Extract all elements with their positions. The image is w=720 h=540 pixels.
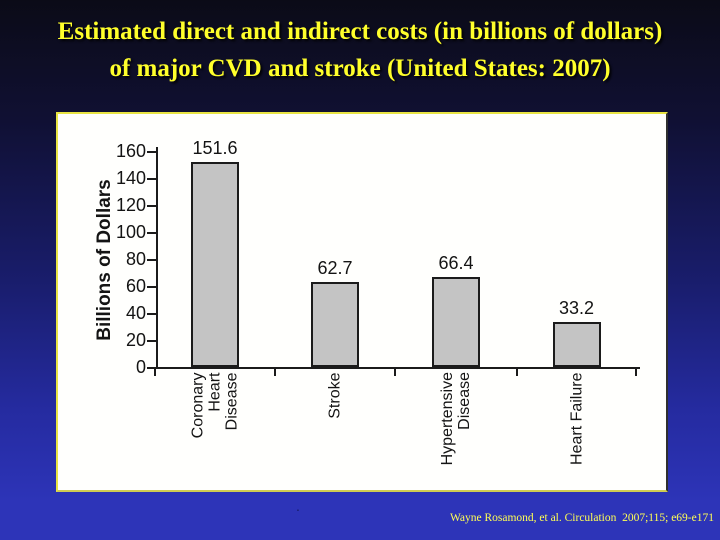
y-tick (147, 205, 156, 207)
y-tick (147, 151, 156, 153)
y-tick-label: 0 (135, 357, 146, 377)
chart-panel: Billions of Dollars 0 20 40 60 80 100 120 140 16… (56, 112, 668, 492)
x-tick (394, 369, 396, 376)
x-tick (635, 369, 637, 376)
x-category-label-line: Coronary (189, 372, 207, 438)
x-category-label: Stroke (327, 372, 344, 482)
x-category-label-line: Heart Failure (568, 372, 585, 465)
bar (191, 162, 239, 367)
slide-title-line2: of major CVD and stroke (United States: … (109, 55, 611, 82)
x-category-label-line: Disease (223, 372, 241, 430)
slide-title-line1: Estimated direct and indirect costs (in … (57, 18, 663, 45)
x-tick (274, 369, 276, 376)
y-tick-label: 140 (115, 168, 146, 188)
x-tick (154, 369, 156, 376)
bar-value-label: 62.7 (317, 258, 353, 279)
citation: Wayne Rosamond, et al. Circulation 2007;… (449, 512, 714, 524)
y-tick-label: 120 (115, 195, 146, 215)
bar (552, 322, 601, 367)
bar-value-label: 151.6 (192, 138, 238, 159)
y-tick (147, 259, 156, 261)
x-category-label-line: Disease (456, 372, 473, 430)
y-tick-label: 60 (125, 276, 146, 296)
y-tick (147, 313, 156, 315)
x-category-label: Heart Failure (568, 372, 585, 482)
x-category-label-line: Stroke (326, 372, 344, 419)
bar (432, 277, 480, 367)
x-category-label: Coronary Heart Disease (190, 372, 241, 482)
stray-mark: . (296, 498, 300, 514)
y-tick (147, 286, 156, 288)
plot-area: Billions of Dollars 0 20 40 60 80 100 120 140 16… (58, 114, 666, 490)
y-tick-label: 100 (115, 222, 146, 242)
x-axis-line (156, 367, 640, 369)
y-tick-label: 160 (115, 141, 146, 161)
y-axis-line (156, 147, 158, 369)
y-tick-label: 80 (125, 249, 146, 269)
y-tick (147, 178, 156, 180)
slide-title: Estimated direct and indirect costs (in … (0, 13, 720, 87)
x-category-label-line: Heart (206, 372, 224, 412)
x-category-label-line: Hypertensive (439, 372, 456, 466)
bar-value-label: 33.2 (558, 298, 595, 319)
bar (311, 282, 359, 367)
y-tick (147, 232, 156, 234)
x-tick (516, 369, 518, 376)
y-tick (147, 367, 156, 369)
y-tick-label: 20 (125, 330, 146, 350)
x-category-label: Hypertensive Disease (439, 372, 473, 482)
y-tick (147, 340, 156, 342)
bar-value-label: 66.4 (438, 253, 474, 274)
y-tick-label: 40 (125, 303, 146, 323)
